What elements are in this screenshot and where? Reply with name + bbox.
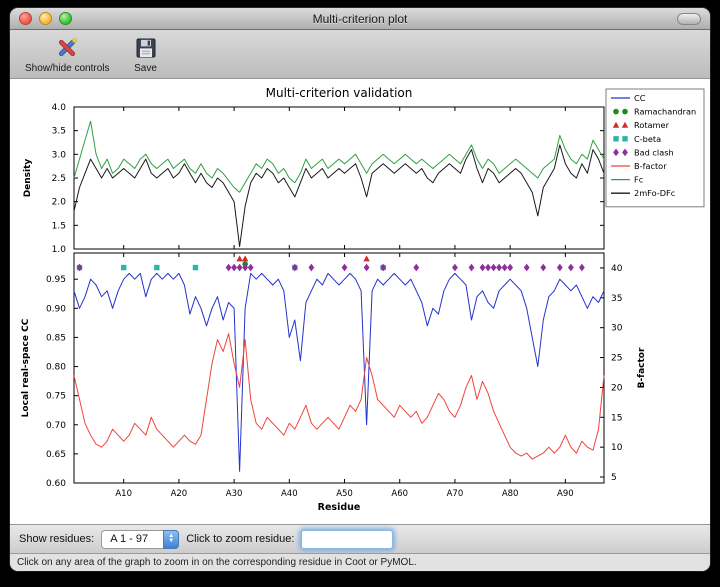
svg-text:0.80: 0.80 (46, 363, 66, 373)
svg-text:2.0: 2.0 (52, 198, 67, 208)
save-button[interactable]: Save (129, 32, 163, 75)
svg-text:30: 30 (611, 324, 623, 334)
minimize-button[interactable] (39, 12, 52, 25)
svg-text:C-beta: C-beta (634, 134, 661, 144)
zoom-button[interactable] (59, 12, 72, 25)
svg-text:40: 40 (611, 264, 623, 274)
svg-text:4.0: 4.0 (52, 103, 67, 113)
multi-criterion-plot-window: Multi-criterion plot Show/hide controls (10, 8, 710, 571)
save-icon (132, 33, 160, 63)
svg-text:A50: A50 (336, 489, 353, 499)
show-hide-controls-button[interactable]: Show/hide controls (22, 32, 113, 75)
svg-text:10: 10 (611, 443, 623, 453)
svg-text:0.60: 0.60 (46, 479, 66, 489)
controls-bar: Show residues: A 1 - 97 ▲ ▼ Click to zoom… (10, 524, 710, 553)
zoom-residue-label: Click to zoom residue: (186, 533, 295, 545)
status-bar: Click on any area of the graph to zoom i… (10, 553, 710, 571)
svg-text:0.75: 0.75 (46, 392, 66, 402)
svg-text:1.5: 1.5 (52, 221, 66, 231)
tools-icon (53, 33, 81, 63)
svg-text:15: 15 (611, 413, 622, 423)
svg-text:B-factor: B-factor (637, 347, 647, 388)
toolbar-toggle-button[interactable] (677, 13, 701, 25)
figure-panel: Multi-criterion validation 1.0 1.5 2.0 2.5 3.… (10, 79, 710, 524)
svg-text:5: 5 (611, 473, 617, 483)
svg-text:0.95: 0.95 (46, 275, 66, 285)
svg-text:0.90: 0.90 (46, 304, 66, 314)
svg-text:A80: A80 (502, 489, 519, 499)
svg-text:CC: CC (634, 93, 646, 103)
svg-text:25: 25 (611, 354, 622, 364)
svg-text:0.65: 0.65 (46, 450, 66, 460)
svg-text:0.70: 0.70 (46, 421, 66, 431)
svg-text:A40: A40 (281, 489, 298, 499)
svg-text:2mFo-DFc: 2mFo-DFc (634, 188, 675, 198)
svg-text:20: 20 (611, 383, 623, 393)
title-bar: Multi-criterion plot (10, 8, 710, 30)
residue-range-value: A 1 - 97 (101, 529, 164, 549)
svg-text:Rotamer: Rotamer (634, 120, 670, 130)
window-controls (19, 12, 72, 25)
stepper-arrows-icon: ▲ ▼ (163, 529, 180, 549)
status-text: Click on any area of the graph to zoom i… (17, 557, 417, 568)
window-title: Multi-criterion plot (312, 11, 408, 26)
svg-text:B-factor: B-factor (634, 161, 667, 171)
svg-text:3.0: 3.0 (52, 150, 67, 160)
toolbar: Show/hide controls Save (10, 30, 710, 79)
zoom-residue-input[interactable] (301, 529, 394, 549)
svg-text:A10: A10 (115, 489, 132, 499)
svg-text:A30: A30 (226, 489, 243, 499)
svg-text:35: 35 (611, 294, 622, 304)
svg-text:Bad clash: Bad clash (634, 147, 674, 157)
residue-range-select[interactable]: A 1 - 97 ▲ ▼ (101, 529, 180, 549)
svg-text:A20: A20 (171, 489, 188, 499)
svg-text:Ramachandran: Ramachandran (634, 107, 696, 117)
svg-text:1.0: 1.0 (52, 245, 67, 255)
validation-plot-svg[interactable]: Multi-criterion validation 1.0 1.5 2.0 2.5 3.… (12, 81, 708, 523)
svg-text:3.5: 3.5 (52, 127, 66, 137)
svg-text:A90: A90 (557, 489, 574, 499)
svg-text:Local real-space CC: Local real-space CC (21, 318, 31, 417)
close-button[interactable] (19, 12, 32, 25)
svg-text:A60: A60 (391, 489, 408, 499)
svg-text:Residue: Residue (318, 502, 361, 513)
svg-text:2.5: 2.5 (52, 174, 66, 184)
show-residues-label: Show residues: (19, 533, 95, 545)
show-hide-controls-label: Show/hide controls (25, 63, 110, 74)
svg-text:Multi-criterion validation: Multi-criterion validation (266, 86, 413, 100)
save-label: Save (134, 63, 157, 74)
svg-text:0.85: 0.85 (46, 333, 66, 343)
svg-text:Density: Density (23, 159, 33, 198)
svg-text:Fc: Fc (634, 175, 643, 185)
svg-text:A70: A70 (447, 489, 464, 499)
